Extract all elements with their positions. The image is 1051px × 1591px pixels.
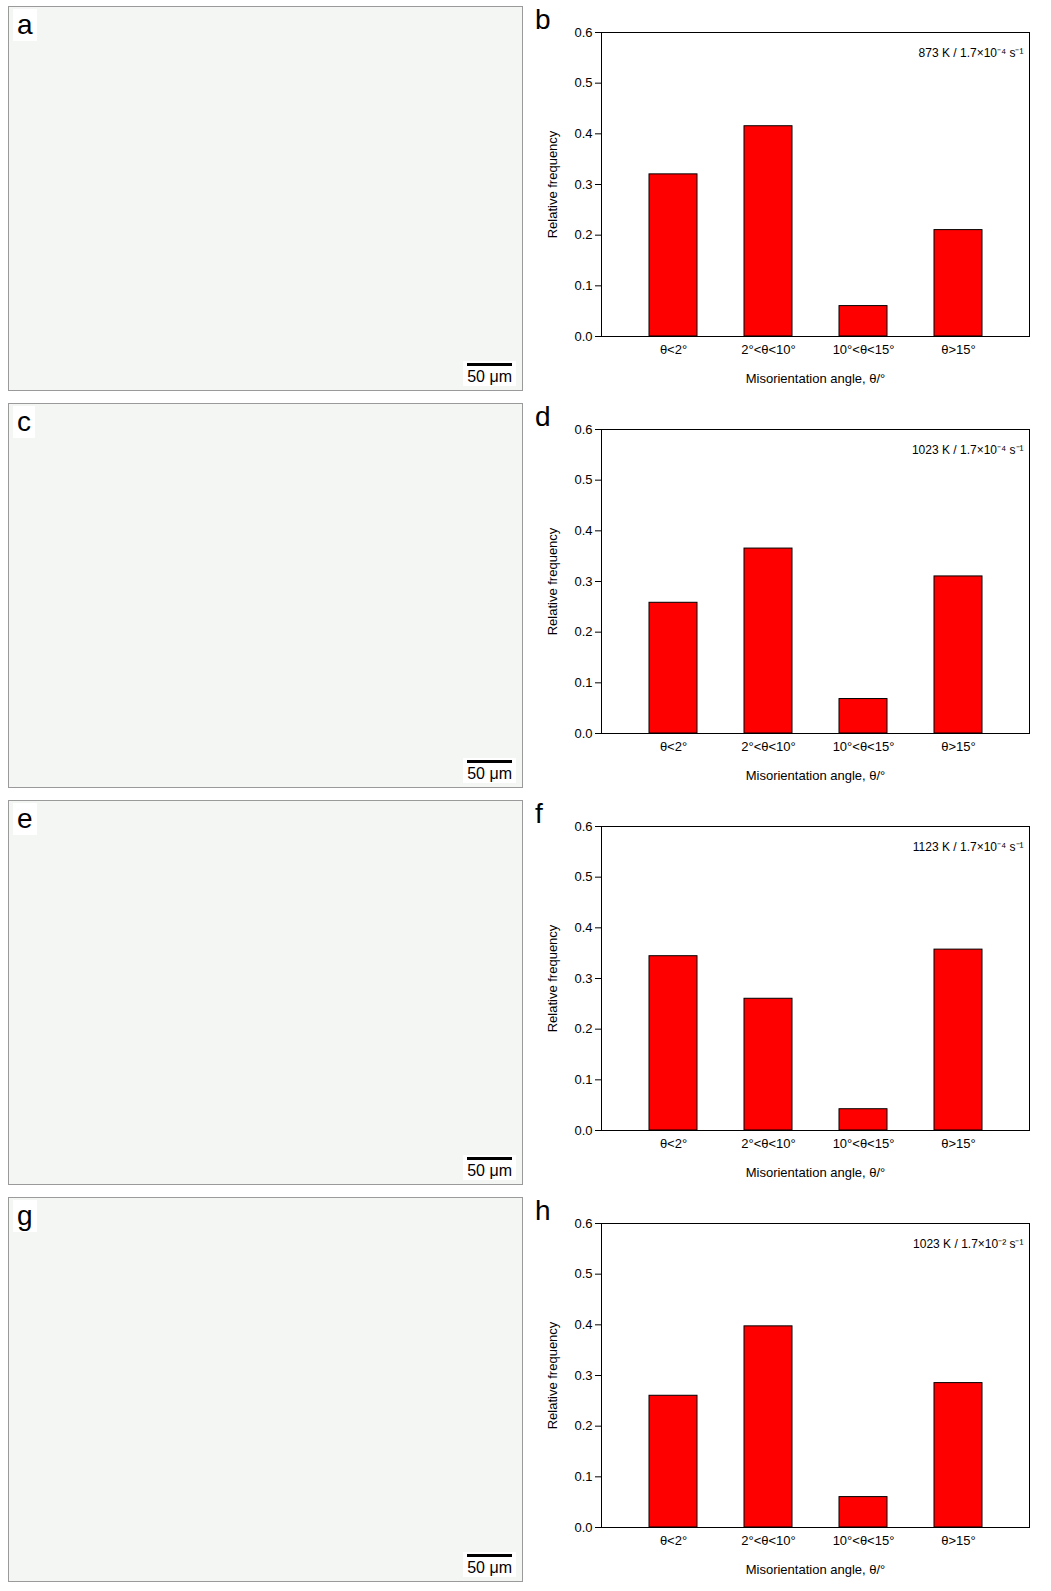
- html-text:h: h: [535, 1195, 551, 1226]
- svg-text:873 K / 1.7×10⁻⁴ s⁻¹: 873 K / 1.7×10⁻⁴ s⁻¹: [919, 46, 1024, 60]
- svg-text:0.1: 0.1: [574, 278, 592, 293]
- svg-text:θ>15°: θ>15°: [941, 1136, 975, 1151]
- svg-text:θ<2°: θ<2°: [660, 739, 687, 754]
- html-text:50 μm: 50 μm: [467, 1162, 512, 1179]
- svg-text:0.6: 0.6: [574, 25, 592, 40]
- svg-text:0.5: 0.5: [574, 472, 592, 487]
- svg-text:0.6: 0.6: [574, 422, 592, 437]
- svg-text:0.3: 0.3: [574, 574, 592, 589]
- html-text:g: g: [17, 1200, 33, 1231]
- svg-text:0.1: 0.1: [574, 1072, 592, 1087]
- svg-text:Relative frequency: Relative frequency: [545, 527, 560, 635]
- html-text:b: b: [535, 4, 551, 35]
- svg-text:0.3: 0.3: [574, 971, 592, 986]
- svg-text:1023 K / 1.7×10⁻² s⁻¹: 1023 K / 1.7×10⁻² s⁻¹: [913, 1237, 1023, 1251]
- svg-text:10°<θ<15°: 10°<θ<15°: [833, 739, 895, 754]
- svg-text:Misorientation angle, θ/°: Misorientation angle, θ/°: [746, 768, 886, 783]
- svg-text:2°<θ<10°: 2°<θ<10°: [741, 739, 796, 754]
- svg-text:Misorientation angle, θ/°: Misorientation angle, θ/°: [746, 371, 886, 386]
- svg-text:0.2: 0.2: [574, 227, 592, 242]
- html-text:f: f: [535, 798, 543, 829]
- html-text:c: c: [17, 406, 31, 437]
- svg-text:Misorientation angle, θ/°: Misorientation angle, θ/°: [746, 1165, 886, 1180]
- svg-text:Misorientation angle, θ/°: Misorientation angle, θ/°: [746, 1562, 886, 1577]
- svg-text:0.5: 0.5: [574, 75, 592, 90]
- svg-text:θ<2°: θ<2°: [660, 342, 687, 357]
- svg-text:0.2: 0.2: [574, 1021, 592, 1036]
- svg-text:0.1: 0.1: [574, 1469, 592, 1484]
- svg-text:10°<θ<15°: 10°<θ<15°: [833, 1136, 895, 1151]
- svg-text:0.0: 0.0: [574, 1520, 592, 1535]
- svg-text:0.4: 0.4: [574, 523, 592, 538]
- svg-text:10°<θ<15°: 10°<θ<15°: [833, 342, 895, 357]
- html-text:50 μm: 50 μm: [467, 765, 512, 782]
- svg-text:θ<2°: θ<2°: [660, 1533, 687, 1548]
- html-text:50 μm: 50 μm: [467, 1559, 512, 1576]
- svg-text:2°<θ<10°: 2°<θ<10°: [741, 1136, 796, 1151]
- html-text:a: a: [17, 9, 33, 40]
- svg-text:Relative frequency: Relative frequency: [545, 130, 560, 238]
- svg-text:0.4: 0.4: [574, 920, 592, 935]
- html-text:50 μm: 50 μm: [467, 368, 512, 385]
- svg-text:0.2: 0.2: [574, 624, 592, 639]
- svg-text:2°<θ<10°: 2°<θ<10°: [741, 1533, 796, 1548]
- svg-text:2°<θ<10°: 2°<θ<10°: [741, 342, 796, 357]
- svg-text:0.3: 0.3: [574, 1368, 592, 1383]
- svg-text:0.3: 0.3: [574, 177, 592, 192]
- svg-text:1123 K / 1.7×10⁻⁴ s⁻¹: 1123 K / 1.7×10⁻⁴ s⁻¹: [913, 840, 1024, 854]
- svg-text:0.0: 0.0: [574, 329, 592, 344]
- svg-text:0.6: 0.6: [574, 1216, 592, 1231]
- svg-text:0.0: 0.0: [574, 1123, 592, 1138]
- svg-text:θ>15°: θ>15°: [941, 342, 975, 357]
- svg-text:0.6: 0.6: [574, 819, 592, 834]
- html-text:d: d: [535, 401, 551, 432]
- svg-text:1023 K / 1.7×10⁻⁴ s⁻¹: 1023 K / 1.7×10⁻⁴ s⁻¹: [912, 443, 1024, 457]
- svg-text:10°<θ<15°: 10°<θ<15°: [833, 1533, 895, 1548]
- svg-text:θ>15°: θ>15°: [941, 739, 975, 754]
- svg-text:0.2: 0.2: [574, 1418, 592, 1433]
- svg-text:0.5: 0.5: [574, 869, 592, 884]
- svg-text:0.0: 0.0: [574, 726, 592, 741]
- svg-text:θ>15°: θ>15°: [941, 1533, 975, 1548]
- html-text:e: e: [17, 803, 33, 834]
- svg-text:0.5: 0.5: [574, 1266, 592, 1281]
- svg-text:Relative frequency: Relative frequency: [545, 924, 560, 1032]
- svg-text:0.4: 0.4: [574, 1317, 592, 1332]
- svg-text:Relative frequency: Relative frequency: [545, 1321, 560, 1429]
- svg-text:0.4: 0.4: [574, 126, 592, 141]
- svg-text:0.1: 0.1: [574, 675, 592, 690]
- svg-text:θ<2°: θ<2°: [660, 1136, 687, 1151]
